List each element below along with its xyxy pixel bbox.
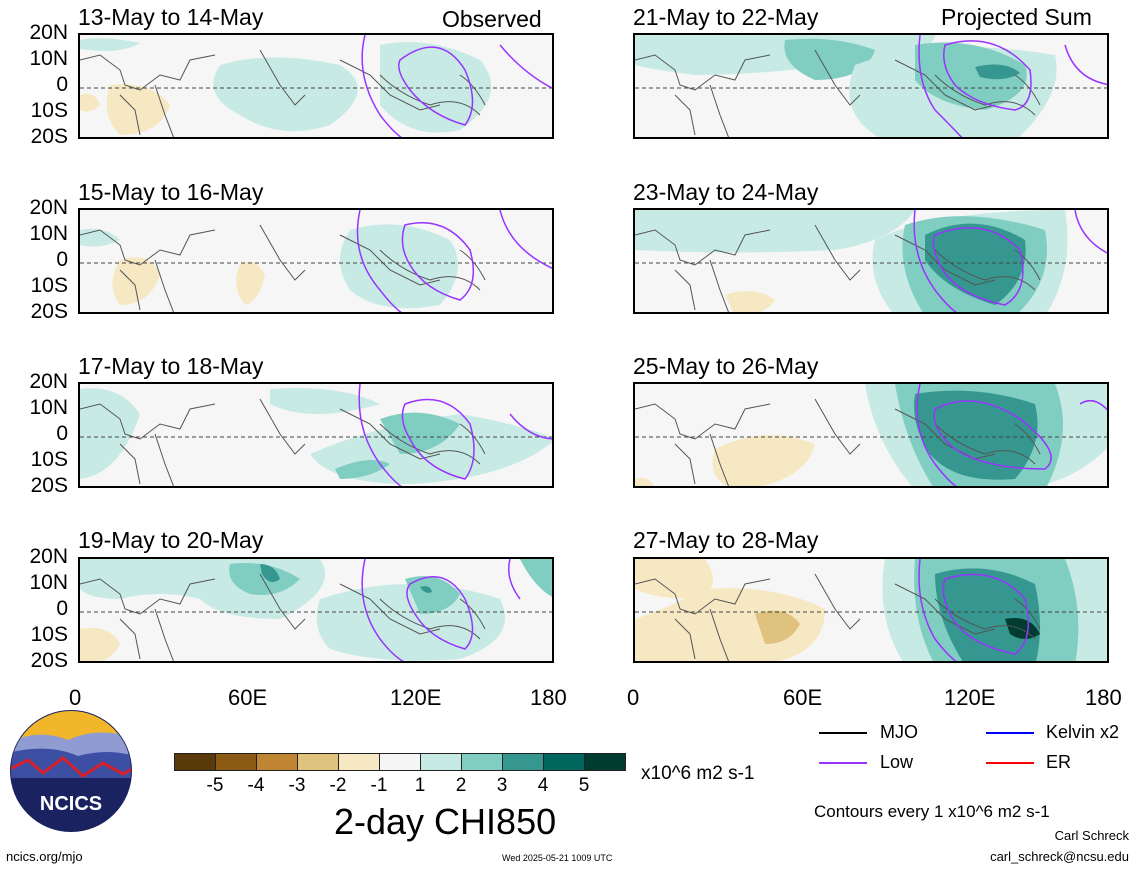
map-panel — [633, 557, 1109, 663]
lat-tick: 10N — [29, 396, 68, 419]
colorbar-label: 3 — [496, 775, 508, 796]
panel-title: 19-May to 20-May — [78, 527, 264, 553]
colorbar-swatch — [379, 753, 421, 771]
timestamp: Wed 2025-05-21 1009 UTC — [502, 853, 613, 863]
colorbar-label: -2 — [329, 775, 347, 796]
map-panel — [78, 208, 554, 314]
colorbar-swatch — [502, 753, 544, 771]
map-panel — [633, 33, 1109, 139]
er-label: ER — [1046, 752, 1072, 772]
lat-tick: 20S — [30, 649, 68, 672]
lat-tick: 0 — [56, 248, 68, 271]
email: carl_schreck@ncsu.edu — [990, 849, 1129, 864]
lat-tick: 10S — [30, 623, 68, 646]
colorbar-label: 5 — [578, 775, 590, 796]
map-panel — [78, 382, 554, 488]
observed-label: Observed — [442, 6, 542, 32]
colorbar-label: -3 — [288, 775, 306, 796]
colorbar-units: x10^6 m2 s-1 — [641, 763, 755, 784]
logo-text: NCICS — [40, 793, 102, 815]
colorbar-swatch — [215, 753, 257, 771]
colorbar-label: -5 — [206, 775, 224, 796]
lon-tick: 120E — [944, 685, 996, 710]
projected-label: Projected Sum — [941, 4, 1092, 30]
colorbar-swatch — [461, 753, 503, 771]
low-line — [819, 762, 867, 764]
map-panel — [633, 208, 1109, 314]
contour-note: Contours every 1 x10^6 m2 s-1 — [814, 802, 1050, 821]
colorbar-swatch — [174, 753, 216, 771]
lat-tick: 0 — [56, 422, 68, 445]
lat-tick: 10S — [30, 99, 68, 122]
mjo-label: MJO — [880, 722, 918, 742]
lat-tick: 20N — [29, 545, 68, 568]
colorbar-swatch — [338, 753, 380, 771]
panel-title: 25-May to 26-May — [633, 353, 819, 379]
colorbar-label: -1 — [370, 775, 388, 796]
panel-title: 27-May to 28-May — [633, 527, 819, 553]
colorbar-swatch — [584, 753, 626, 771]
lon-tick: 120E — [390, 685, 442, 710]
lon-tick: 180 — [530, 685, 567, 710]
map-panel — [633, 382, 1109, 488]
colorbar-swatch — [297, 753, 339, 771]
mjo-line — [819, 732, 867, 734]
lat-tick: 20N — [29, 196, 68, 219]
ncics-logo: NCICS — [8, 708, 134, 834]
panel-title: 21-May to 22-May — [633, 4, 819, 30]
kelvin-line — [986, 732, 1034, 734]
lon-tick: 60E — [783, 685, 823, 710]
site-url: ncics.org/mjo — [6, 849, 83, 864]
colorbar-label: 2 — [455, 775, 467, 796]
colorbar-swatch — [420, 753, 462, 771]
lon-tick: 0 — [627, 685, 640, 710]
panel-title: 13-May to 14-May — [78, 4, 264, 30]
colorbar-label: 4 — [537, 775, 549, 796]
lat-tick: 10S — [30, 274, 68, 297]
colorbar-swatch — [543, 753, 585, 771]
lat-tick: 20N — [29, 21, 68, 44]
er-line — [986, 762, 1034, 764]
colorbar-swatch — [256, 753, 298, 771]
lat-tick: 10N — [29, 222, 68, 245]
low-label: Low — [880, 752, 914, 772]
panel-title: 17-May to 18-May — [78, 353, 264, 379]
kelvin-label: Kelvin x2 — [1046, 722, 1120, 742]
author: Carl Schreck — [1054, 828, 1129, 843]
lat-tick: 10N — [29, 571, 68, 594]
lat-tick: 20S — [30, 300, 68, 323]
panel-title: 23-May to 24-May — [633, 179, 819, 205]
lat-tick: 10S — [30, 448, 68, 471]
map-panel — [78, 33, 554, 139]
lat-tick: 10N — [29, 47, 68, 70]
map-panel — [78, 557, 554, 663]
lat-tick: 20S — [30, 474, 68, 497]
lat-tick: 0 — [56, 597, 68, 620]
colorbar-label: 1 — [414, 775, 426, 796]
colorbar-label: -4 — [247, 775, 265, 796]
lon-tick: 180 — [1085, 685, 1122, 710]
lat-tick: 20N — [29, 370, 68, 393]
lon-tick: 0 — [69, 685, 82, 710]
main-title: 2-day CHI850 — [334, 801, 557, 842]
lat-tick: 20S — [30, 125, 68, 148]
lat-tick: 0 — [56, 73, 68, 96]
panel-title: 15-May to 16-May — [78, 179, 264, 205]
lon-tick: 60E — [228, 685, 268, 710]
